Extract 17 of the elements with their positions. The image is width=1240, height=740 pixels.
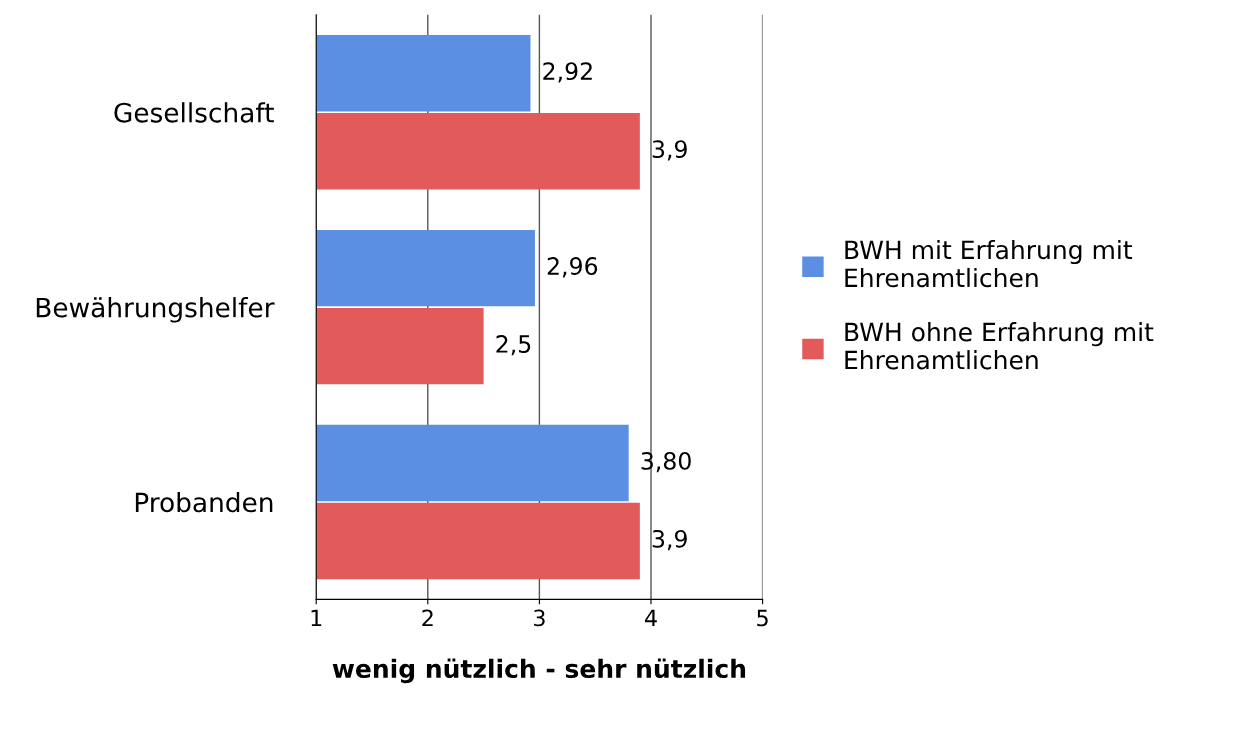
data-label: 3,9 <box>652 140 687 161</box>
x-tick-label: 1 <box>311 609 322 627</box>
y-tick-label: Probanden <box>135 491 273 513</box>
x-tick-label: 2 <box>422 609 433 627</box>
x-tick-label: 5 <box>757 609 768 627</box>
data-label: 3,80 <box>641 451 691 473</box>
data-label: 2,92 <box>543 62 592 83</box>
data-label: 3,9 <box>652 529 687 551</box>
legend-label: BWH ohne Erfahrung mit Ehrenamtlichen <box>845 322 1154 370</box>
x-tick-label: 3 <box>534 609 545 627</box>
y-tick-label: Gesellschaft <box>114 102 274 123</box>
y-tick-label: Bewährungshelfer <box>36 297 275 323</box>
x-axis-title: wenig nützlich - sehr nützlich <box>332 658 746 684</box>
x-tick-label: 4 <box>645 609 657 627</box>
data-label: 2,96 <box>547 257 598 278</box>
legend-label: BWH mit Erfahrung mit Ehrenamtlichen <box>845 239 1133 288</box>
data-label: 2,5 <box>496 335 531 356</box>
